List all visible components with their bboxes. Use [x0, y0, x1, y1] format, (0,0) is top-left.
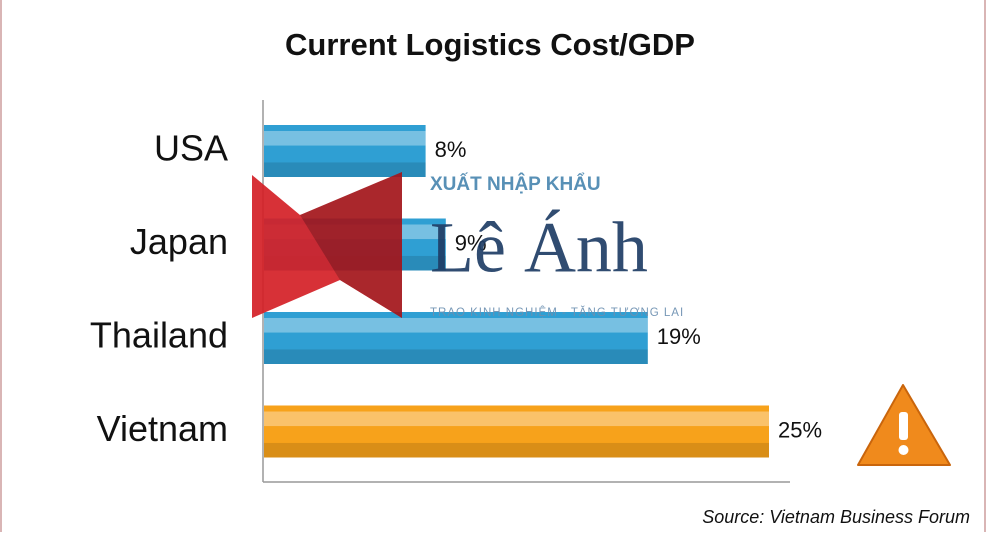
bar-highlight: [264, 318, 648, 333]
watermark-logo-shade: [300, 172, 402, 318]
category-label: Japan: [130, 221, 228, 262]
warning-bang: [899, 412, 908, 440]
bar-highlight: [264, 411, 769, 427]
warning-dot: [898, 445, 909, 455]
bar: [264, 125, 426, 177]
warning-icon: [857, 384, 951, 466]
bar: [264, 312, 648, 364]
bar: [264, 405, 769, 458]
value-label: 9%: [455, 230, 487, 255]
watermark-slogan: TRAO KINH NGHIỆM - TẶNG TƯƠNG LAI: [430, 306, 684, 319]
bar-shadow: [264, 442, 769, 458]
value-label: 19%: [657, 324, 701, 349]
watermark-top: XUẤT NHẬP KHẨU: [430, 173, 601, 195]
bar-shadow: [264, 162, 426, 177]
bar-highlight: [264, 131, 426, 146]
value-label: 8%: [435, 137, 467, 162]
category-label: Vietnam: [97, 408, 228, 449]
category-label: USA: [154, 128, 228, 169]
chart-title: Current Logistics Cost/GDP: [285, 27, 695, 62]
source-note: Source: Vietnam Business Forum: [702, 507, 970, 527]
bar-shadow: [264, 349, 648, 364]
watermark: XUẤT NHẬP KHẨU Lê Ánh TRAO KINH NGHIỆM -…: [252, 172, 684, 319]
watermark-name: Lê Ánh: [430, 208, 648, 288]
value-label: 25%: [778, 417, 822, 442]
category-label: Thailand: [90, 315, 228, 356]
